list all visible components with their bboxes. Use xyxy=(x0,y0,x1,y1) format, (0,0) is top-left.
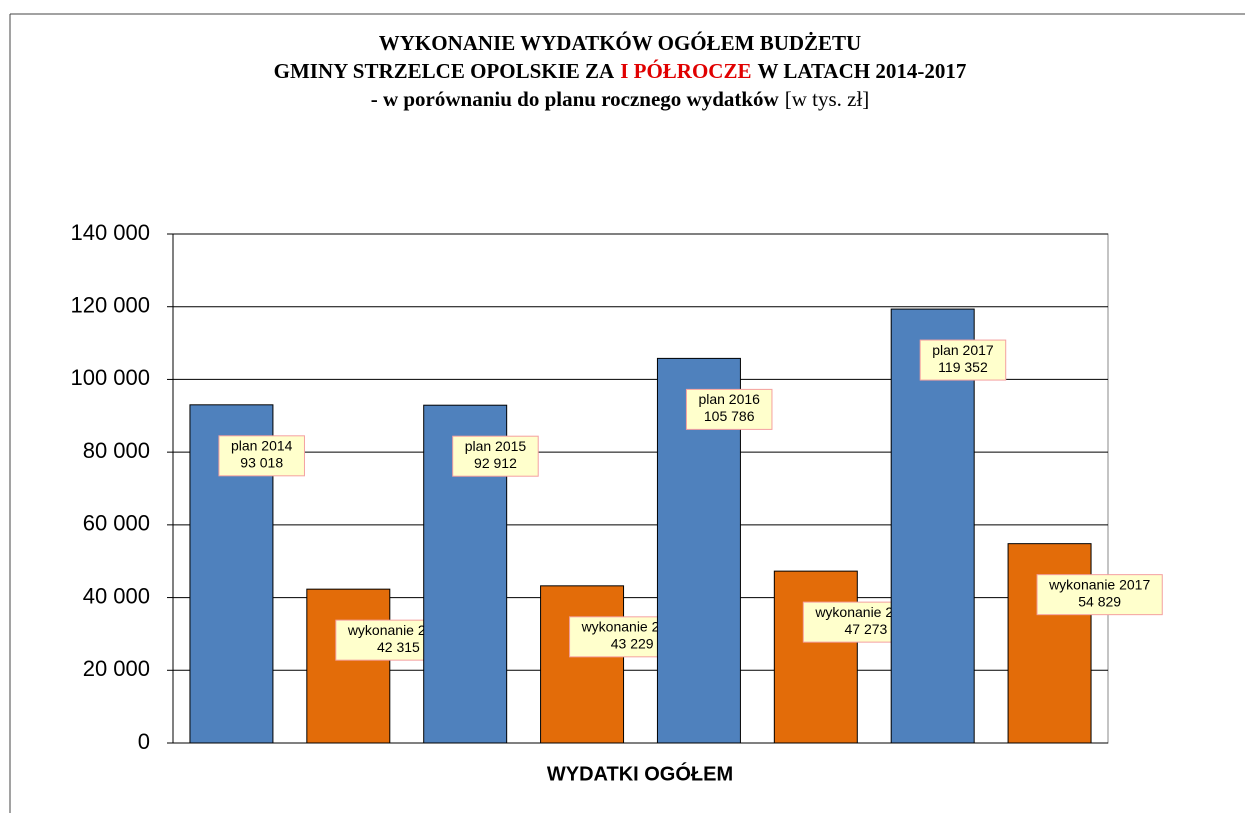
title-highlight: I PÓŁROCZE xyxy=(620,59,751,83)
bar xyxy=(773,570,858,744)
data-label-box xyxy=(218,435,305,477)
chart-title: WYKONANIE WYDATKÓW OGÓŁEM BUDŻETU xyxy=(379,31,861,55)
x-axis-label: WYDATKI OGÓŁEM xyxy=(547,761,733,785)
data-label-value: 105 786 xyxy=(704,408,755,424)
y-tick-label: 100 000 xyxy=(70,365,150,390)
data-label-name: plan 2017 xyxy=(932,342,994,358)
data-label-name: wykonanie 2017 xyxy=(1048,576,1150,592)
data-label-value: 92 912 xyxy=(474,455,517,471)
data-label-value: 119 352 xyxy=(938,359,988,375)
data-label-value: 43 229 xyxy=(611,636,654,652)
data-label-name: plan 2014 xyxy=(231,438,293,454)
data-label-name: plan 2016 xyxy=(698,391,760,407)
bar xyxy=(306,588,391,744)
subtitle-unit: [w tys. zł] xyxy=(785,87,870,111)
data-label-value: 93 018 xyxy=(240,455,283,471)
title-part: GMINY STRZELCE OPOLSKIE ZA xyxy=(274,59,615,83)
title-part: W LATACH 2014-2017 xyxy=(757,59,966,83)
data-label-value: 54 829 xyxy=(1078,593,1121,609)
bar xyxy=(1007,543,1092,744)
data-label-box xyxy=(685,388,773,430)
data-label-box xyxy=(919,339,1007,381)
chart-subtitle: - w porównaniu do planu rocznego wydatkó… xyxy=(371,87,870,111)
y-tick-label: 140 000 xyxy=(70,220,150,245)
bar xyxy=(890,308,975,744)
bar xyxy=(540,585,625,744)
y-tick-label: 0 xyxy=(138,729,150,754)
chart-title-line: GMINY STRZELCE OPOLSKIE ZA I PÓŁROCZE W LA… xyxy=(274,59,967,83)
subtitle-part: - w porównaniu do planu rocznego wydatkó… xyxy=(371,87,780,111)
data-label-value: 47 273 xyxy=(845,621,888,637)
y-tick-label: 120 000 xyxy=(70,293,150,318)
y-tick-label: 60 000 xyxy=(83,511,150,536)
data-label-box xyxy=(1036,574,1163,616)
data-label-name: plan 2015 xyxy=(465,438,527,454)
y-tick-label: 40 000 xyxy=(83,583,150,608)
y-tick-label: 20 000 xyxy=(83,656,150,681)
data-label-value: 42 315 xyxy=(377,639,420,655)
y-tick-label: 80 000 xyxy=(83,438,150,463)
data-label-box xyxy=(452,435,539,477)
